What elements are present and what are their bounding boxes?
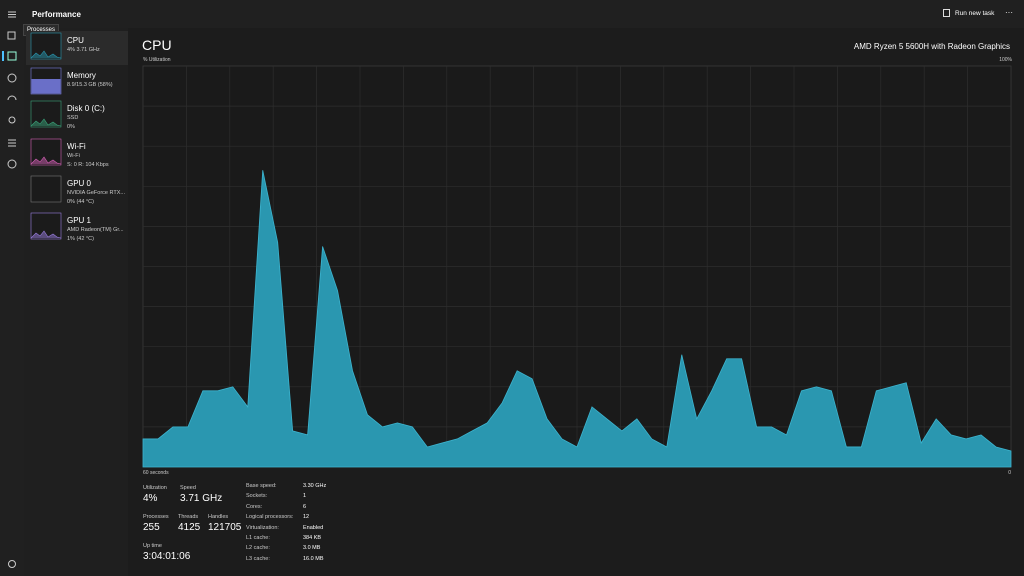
sidebar-detail: NVIDIA GeForce RTX... — [67, 190, 125, 196]
more-button[interactable]: ··· — [1005, 8, 1013, 17]
run-new-task[interactable]: Run new task — [955, 10, 995, 17]
y-max-label: 100% — [999, 57, 1012, 63]
sidebar-detail: 8.9/15.3 GB (58%) — [67, 82, 113, 88]
detail-label: Cores: — [246, 503, 263, 510]
cpu-area — [142, 170, 1012, 468]
sidebar-detail: 0% — [67, 124, 75, 130]
detail-value: 3.0 MB — [303, 545, 321, 552]
detail-value: 3.30 GHz — [303, 483, 327, 489]
run-task-icon — [943, 9, 950, 17]
sidebar-name: GPU 0 — [67, 179, 92, 188]
stat-value: 3.71 GHz — [180, 493, 223, 504]
stat-value: 255 — [143, 522, 160, 533]
sidebar-name: Disk 0 (C:) — [67, 104, 105, 113]
sidebar-name: Wi-Fi — [67, 142, 86, 151]
thumbnail — [30, 175, 62, 203]
detail-label: L2 cache: — [246, 545, 270, 552]
sidebar-name: Memory — [67, 71, 96, 80]
nav-icons — [2, 11, 17, 568]
thumbnail-line — [30, 156, 62, 165]
thumbnail-fill — [31, 79, 61, 94]
x-right-label: 0 — [1008, 470, 1011, 476]
sidebar-detail: SSD — [67, 115, 79, 121]
detail-label: Logical processors: — [246, 514, 294, 521]
sidebar-detail: S: 0 R: 104 Kbps — [67, 162, 109, 168]
detail-label: L1 cache: — [246, 535, 270, 541]
detail-label: Virtualization: — [246, 524, 279, 531]
stat-value: 4% — [143, 493, 158, 504]
sidebar-name: GPU 1 — [67, 216, 92, 225]
sidebar-detail: 0% (44 °C) — [67, 199, 94, 205]
stat-value: 4125 — [178, 522, 201, 533]
detail-value: 12 — [303, 514, 310, 521]
detail-value: 1 — [303, 493, 307, 500]
detail-label: Sockets: — [246, 493, 268, 500]
main-title: CPU — [142, 37, 172, 53]
stat-label: Utilization — [143, 485, 167, 491]
thumbnail-line — [30, 118, 62, 127]
sidebar-detail: 4% 3.71 GHz — [67, 47, 100, 53]
stat-label: Processes — [143, 514, 169, 520]
thumbnail-line — [30, 50, 62, 59]
processor-name: AMD Ryzen 5 5600H with Radeon Graphics — [853, 42, 1010, 51]
y-axis-label: % Utilization — [143, 57, 171, 63]
sidebar-name: CPU — [67, 36, 84, 45]
detail-value: Enabled — [303, 524, 324, 531]
detail-label: L3 cache: — [246, 555, 270, 562]
x-left-label: 60 seconds — [143, 470, 169, 476]
detail-label: Base speed: — [246, 483, 277, 489]
detail-value: 6 — [303, 503, 307, 510]
stat-value: 121705 — [208, 522, 242, 533]
stat-label: Threads — [178, 514, 199, 520]
stat-value: 3:04:01:06 — [143, 551, 191, 562]
sidebar-detail: AMD Radeon(TM) Gr... — [67, 227, 124, 233]
sidebar-detail: 1% (42 °C) — [67, 236, 94, 242]
detail-value: 384 KB — [303, 535, 322, 541]
thumbnail-line — [30, 230, 62, 239]
sidebar-detail: Wi-Fi — [67, 153, 80, 159]
stat-label: Up time — [143, 543, 162, 549]
stat-label: Handles — [208, 514, 229, 520]
title-bar — [0, 0, 1024, 28]
stat-label: Speed — [180, 485, 196, 491]
detail-value: 16.0 MB — [303, 555, 324, 562]
page-title: Performance — [32, 10, 81, 19]
